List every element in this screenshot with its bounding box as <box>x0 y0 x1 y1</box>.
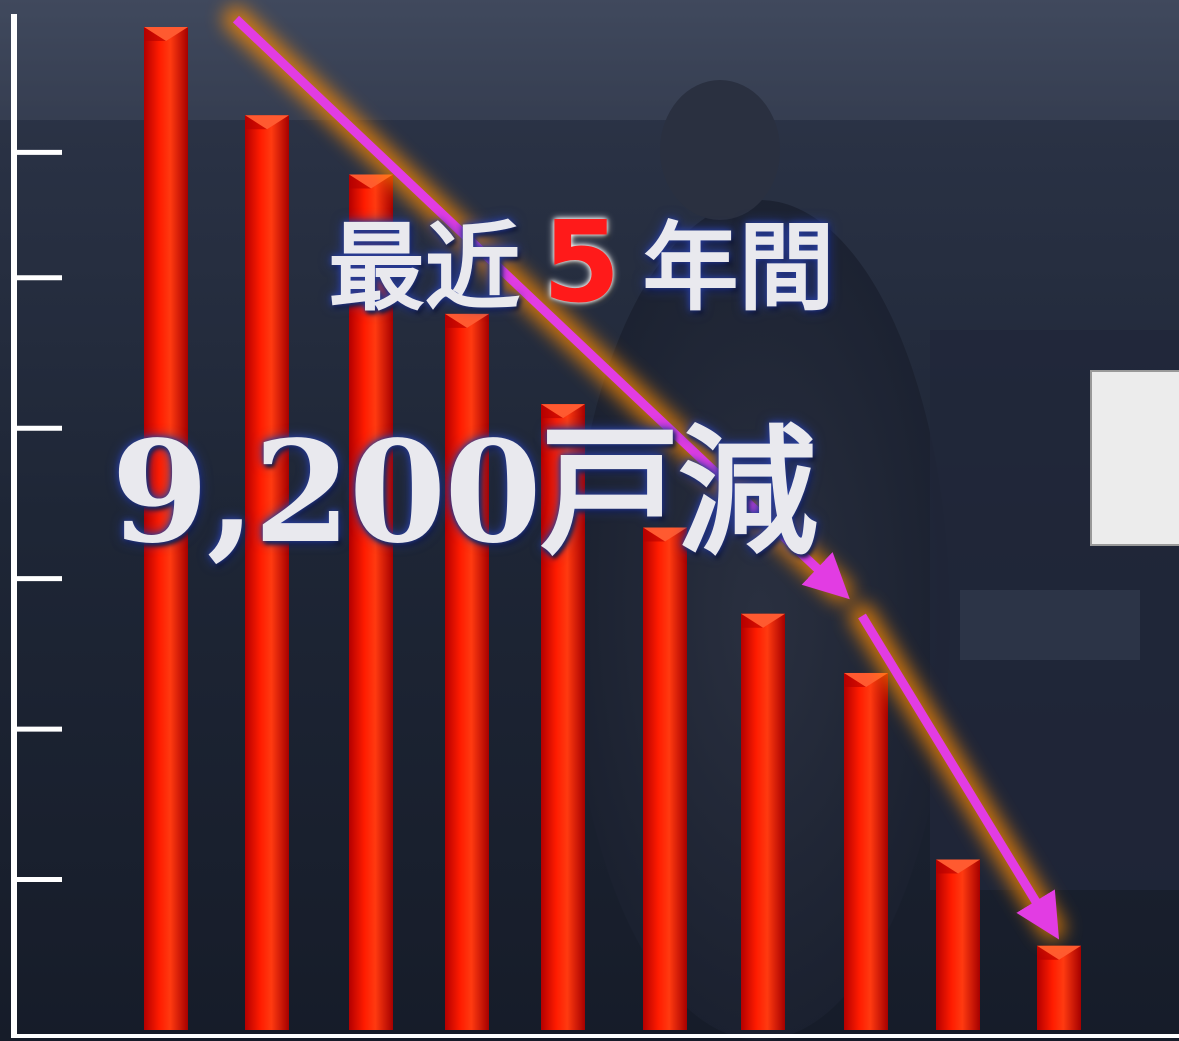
y-axis <box>11 14 1179 1038</box>
bar <box>643 527 687 1030</box>
bar <box>844 672 888 1030</box>
trend-arrows <box>223 6 1065 941</box>
bar <box>741 613 785 1030</box>
bars <box>144 27 1081 1031</box>
side-panel <box>1090 370 1179 546</box>
bar <box>144 27 188 1031</box>
headline-period: 最近 5 年間 <box>0 190 1171 329</box>
bar <box>445 313 489 1030</box>
trend-arrow <box>858 613 1060 940</box>
bar <box>541 404 585 1031</box>
trend-arrow <box>232 15 850 600</box>
headline-amount: 9,200戸減 <box>111 411 817 575</box>
headline-number: 5 <box>542 198 621 328</box>
bar <box>1037 945 1081 1030</box>
bar <box>245 115 289 1030</box>
headline-suffix: 年間 <box>642 211 835 324</box>
headline-prefix: 最近 <box>328 211 521 324</box>
bar <box>936 859 980 1030</box>
bar <box>349 174 393 1030</box>
